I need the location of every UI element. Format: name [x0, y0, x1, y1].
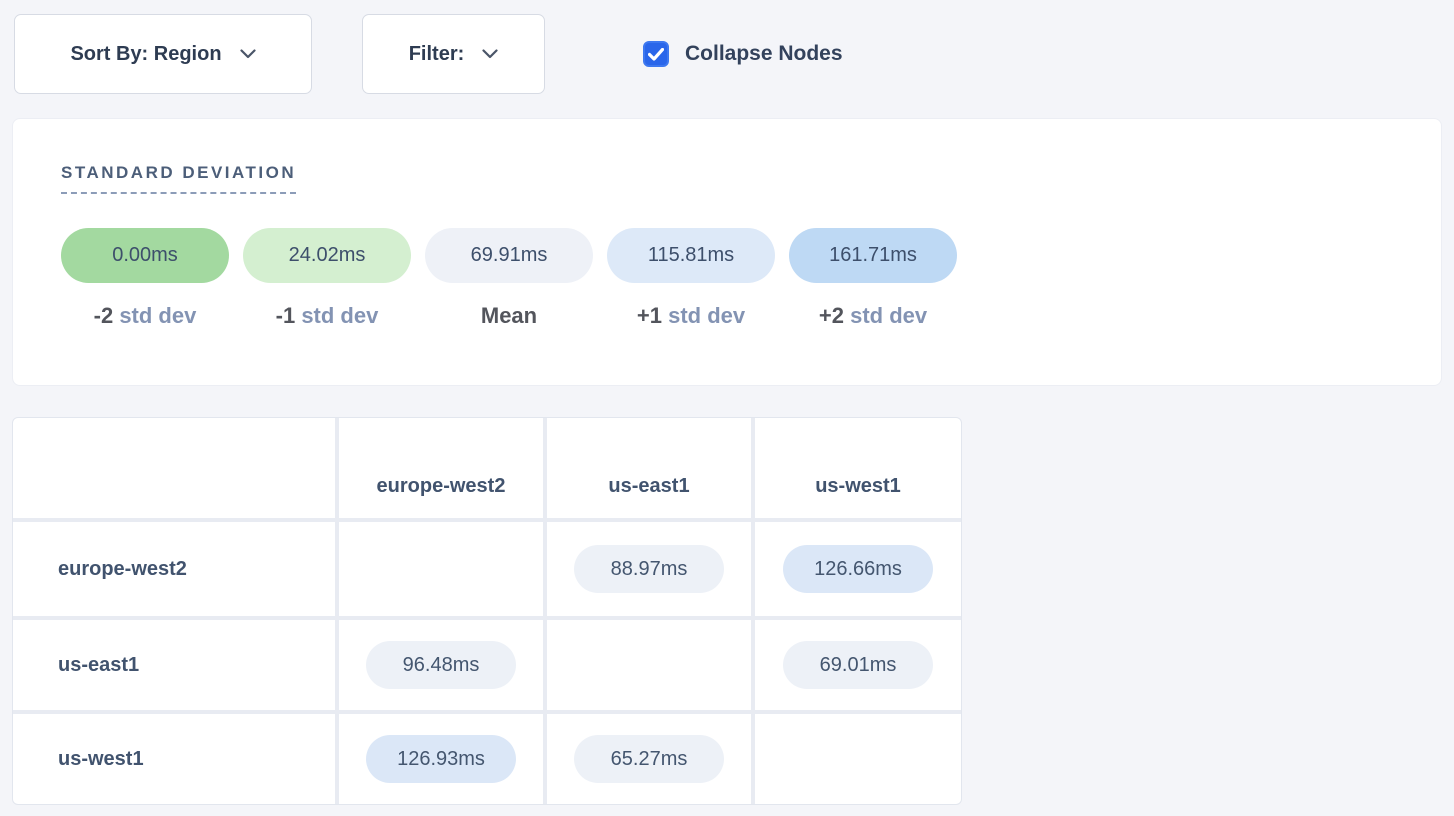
matrix-cell: 96.48ms — [339, 620, 543, 710]
filter-label: Filter: — [408, 42, 465, 65]
legend-label: +1 std dev — [637, 303, 745, 329]
legend-pill: 24.02ms — [243, 228, 411, 283]
legend-label-suffix: std dev — [113, 303, 197, 328]
matrix-column-header: us-east1 — [547, 418, 751, 518]
legend-label-prefix: Mean — [480, 303, 538, 328]
matrix-column-header: us-west1 — [755, 418, 961, 518]
latency-pill: 126.93ms — [366, 735, 516, 783]
legend-pill: 161.71ms — [789, 228, 957, 283]
legend-item: 115.81ms +1 std dev — [607, 228, 775, 329]
legend-label: -2 std dev — [94, 303, 197, 329]
matrix-corner-cell — [13, 418, 335, 518]
matrix-row-label: us-east1 — [13, 620, 335, 710]
toolbar: Sort By: Region Filter: Collapse Nodes — [12, 14, 1442, 94]
matrix-cell: 126.93ms — [339, 714, 543, 804]
legend-items: 0.00ms -2 std dev 24.02ms -1 std dev 69.91ms… — [61, 228, 1393, 329]
matrix-cell: 126.66ms — [755, 522, 961, 616]
matrix-cell: 69.01ms — [755, 620, 961, 710]
matrix-cell — [755, 714, 961, 804]
legend-pill: 69.91ms — [425, 228, 593, 283]
legend-label: +2 std dev — [819, 303, 927, 329]
legend-label-suffix: std dev — [661, 303, 746, 328]
matrix-row-label: us-west1 — [13, 714, 335, 804]
legend-title: STANDARD DEVIATION — [61, 163, 297, 194]
latency-pill: 126.66ms — [783, 545, 933, 593]
legend-pill: 0.00ms — [61, 228, 229, 283]
matrix-row-label: europe-west2 — [13, 522, 335, 616]
legend-label-prefix: -2 — [93, 303, 114, 328]
latency-pill: 69.01ms — [783, 641, 933, 689]
standard-deviation-card: STANDARD DEVIATION 0.00ms -2 std dev 24.02… — [12, 118, 1442, 386]
sort-by-label: Sort By: Region — [70, 42, 222, 65]
matrix-cell — [339, 522, 543, 616]
matrix-cell: 65.27ms — [547, 714, 751, 804]
chevron-down-icon — [239, 49, 256, 59]
legend-label-prefix: +1 — [636, 303, 662, 328]
legend-pill: 115.81ms — [607, 228, 775, 283]
collapse-nodes-checkbox[interactable] — [643, 41, 669, 67]
legend-label: Mean — [481, 303, 537, 329]
legend-label-suffix: std dev — [843, 303, 928, 328]
legend-item: 161.71ms +2 std dev — [789, 228, 957, 329]
collapse-nodes-group: Collapse Nodes — [643, 41, 843, 67]
collapse-nodes-label: Collapse Nodes — [685, 42, 843, 65]
legend-item: 69.91ms Mean — [425, 228, 593, 329]
matrix-cell: 88.97ms — [547, 522, 751, 616]
legend-label-suffix: std dev — [295, 303, 379, 328]
legend-label-prefix: -1 — [275, 303, 296, 328]
matrix-column-header: europe-west2 — [339, 418, 543, 518]
check-icon — [648, 47, 664, 61]
legend-item: 24.02ms -1 std dev — [243, 228, 411, 329]
chevron-down-icon — [482, 49, 498, 59]
legend-item: 0.00ms -2 std dev — [61, 228, 229, 329]
latency-pill: 65.27ms — [574, 735, 724, 783]
legend-label-prefix: +2 — [818, 303, 844, 328]
latency-matrix: europe-west2 us-east1 us-west1 europe-west2… — [12, 417, 962, 805]
latency-pill: 88.97ms — [574, 545, 724, 593]
matrix-cell — [547, 620, 751, 710]
filter-select[interactable]: Filter: — [362, 14, 545, 94]
latency-pill: 96.48ms — [366, 641, 516, 689]
sort-by-select[interactable]: Sort By: Region — [14, 14, 312, 94]
legend-label: -1 std dev — [276, 303, 379, 329]
